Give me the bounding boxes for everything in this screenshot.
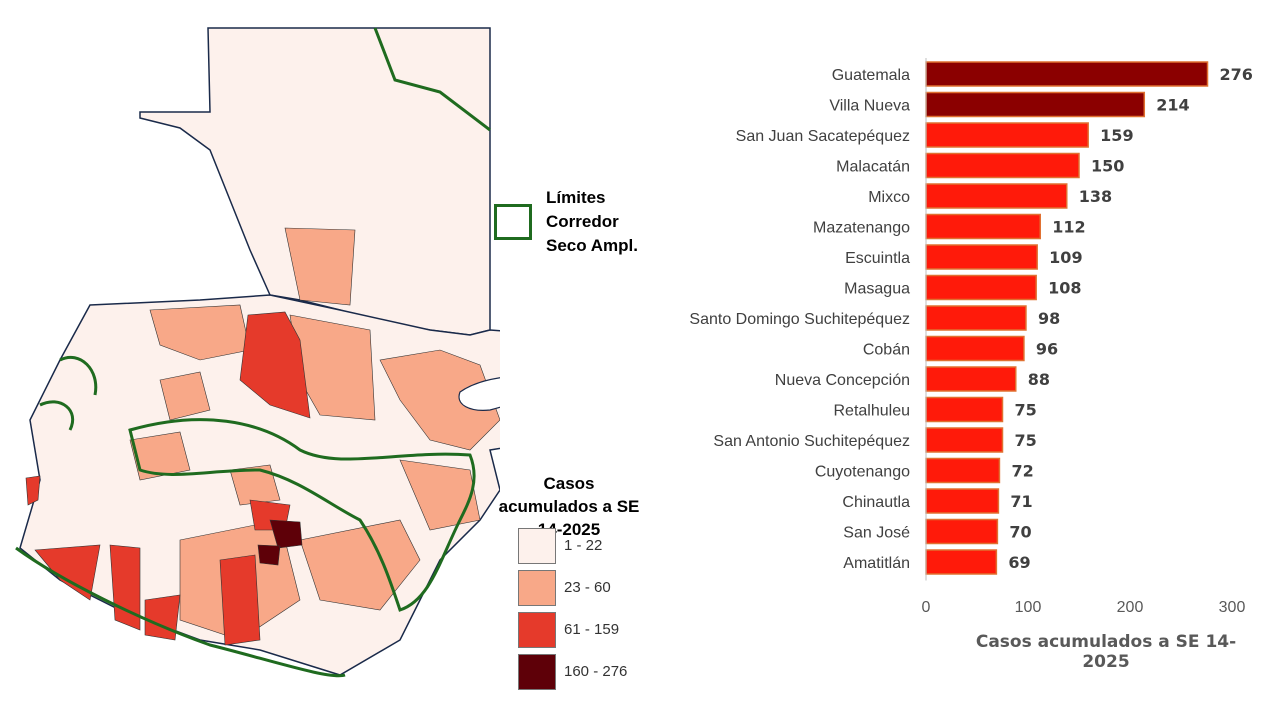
- bar: [925, 457, 1001, 484]
- bar: [925, 91, 1146, 118]
- bar: [925, 122, 1089, 148]
- legend-row: 1 - 22: [518, 528, 668, 568]
- legend-swatch: [518, 528, 556, 564]
- data-label: 75: [1015, 431, 1037, 450]
- data-label: 276: [1220, 65, 1253, 84]
- data-label: 150: [1091, 157, 1124, 176]
- region-class3: [144, 594, 181, 641]
- legend-label: 61 - 159: [564, 621, 620, 638]
- corridor-legend-label: Límites Corredor Seco Ampl.: [546, 188, 638, 255]
- legend-label: 23 - 60: [564, 579, 611, 596]
- category-label: Masagua: [844, 281, 910, 298]
- x-tick-label: 0: [922, 599, 931, 616]
- x-tick-label: 300: [1219, 599, 1246, 616]
- x-tick-label: 100: [1015, 599, 1042, 616]
- dry-corridor-outline: [39, 400, 75, 431]
- data-label: 71: [1010, 492, 1032, 511]
- region-class3: [239, 311, 311, 419]
- legend-label: 160 - 276: [564, 663, 628, 680]
- dry-corridor-outline: [128, 418, 476, 612]
- region-class2: [284, 227, 356, 306]
- region-class2: [399, 459, 481, 531]
- data-label: 96: [1036, 340, 1058, 359]
- bar: [925, 274, 1037, 301]
- corridor-legend-swatch: [494, 204, 532, 240]
- category-label: Malacatán: [836, 159, 910, 176]
- category-label: Guatemala: [832, 67, 910, 84]
- bar: [925, 183, 1068, 209]
- dry-corridor-outline: [15, 546, 346, 678]
- dry-corridor-outline: [373, 27, 491, 132]
- category-label: Retalhuleu: [834, 403, 911, 420]
- cases-legend: Casos acumulados a SE 14-2025 1 - 22 23 …: [494, 472, 664, 702]
- data-label: 72: [1011, 462, 1033, 481]
- data-label: 159: [1100, 126, 1133, 145]
- data-label: 88: [1028, 370, 1050, 389]
- bar: [925, 61, 1209, 87]
- data-label: 138: [1079, 187, 1112, 206]
- region-class2: [379, 349, 500, 451]
- category-label: Mixco: [868, 189, 910, 206]
- bar: [925, 152, 1080, 179]
- bar: [925, 396, 1004, 423]
- guatemala-map: [15, 27, 500, 678]
- data-label: 69: [1008, 553, 1030, 572]
- category-label: Chinautla: [842, 494, 910, 511]
- bar: [925, 244, 1038, 270]
- bar: [925, 366, 1017, 392]
- data-label: 98: [1038, 309, 1060, 328]
- bar: [925, 213, 1041, 240]
- region-class2: [149, 304, 251, 361]
- region-class2: [229, 464, 281, 506]
- bar-chart-svg: Guatemala 276 Villa Nueva 214 San Juan Sacat…: [689, 58, 1253, 616]
- category-label: Cuyotenango: [815, 464, 910, 481]
- legend-row: 23 - 60: [518, 570, 668, 610]
- category-label: Villa Nueva: [829, 98, 910, 115]
- region-class3: [25, 475, 41, 506]
- legend-row: 61 - 159: [518, 612, 668, 652]
- bar: [925, 427, 1004, 453]
- legend-row: 160 - 276: [518, 654, 668, 694]
- x-axis-title: Casos acumulados a SE 14-2025: [975, 632, 1237, 672]
- dry-corridor-outline: [59, 356, 98, 396]
- data-label: 112: [1052, 218, 1085, 237]
- legend-swatch: [518, 570, 556, 606]
- category-label: San José: [843, 525, 910, 542]
- category-label: San Antonio Suchitepéquez: [713, 433, 910, 450]
- bar: [925, 335, 1025, 362]
- x-tick-label: 200: [1117, 599, 1144, 616]
- category-label: San Juan Sacatepéquez: [736, 128, 910, 145]
- category-label: Amatitlán: [843, 555, 910, 572]
- legend-label: 1 - 22: [564, 537, 603, 554]
- bar: [925, 488, 1000, 514]
- data-label: 214: [1156, 96, 1189, 115]
- data-label: 75: [1015, 401, 1037, 420]
- region-class2: [299, 519, 421, 611]
- legend-swatch: [518, 612, 556, 648]
- choropleth-map: Límites Corredor Seco Ampl. Casos acumul…: [0, 0, 639, 720]
- data-label: 109: [1049, 248, 1082, 267]
- category-label: Escuintla: [845, 250, 910, 267]
- legend-swatch: [518, 654, 556, 690]
- corridor-legend: Límites Corredor Seco Ampl.: [494, 186, 654, 266]
- region-class2: [129, 431, 191, 481]
- lake-izabal: [458, 377, 500, 411]
- region-class2: [159, 371, 211, 421]
- data-label: 70: [1009, 523, 1031, 542]
- region-class3: [219, 554, 261, 646]
- region-class3: [109, 544, 141, 631]
- data-label: 108: [1048, 279, 1081, 298]
- bar: [925, 549, 998, 575]
- bar-chart: Guatemala 276 Villa Nueva 214 San Juan Sacat…: [640, 0, 1280, 720]
- bar: [925, 518, 999, 545]
- category-label: Cobán: [863, 342, 910, 359]
- category-label: Nueva Concepción: [775, 372, 910, 389]
- cases-legend-title: Casos acumulados a SE 14-2025: [498, 474, 640, 539]
- region-class4: [257, 544, 281, 566]
- bar: [925, 305, 1027, 331]
- category-label: Santo Domingo Suchitepéquez: [689, 311, 910, 328]
- region-class4: [269, 519, 303, 549]
- category-label: Mazatenango: [813, 220, 910, 237]
